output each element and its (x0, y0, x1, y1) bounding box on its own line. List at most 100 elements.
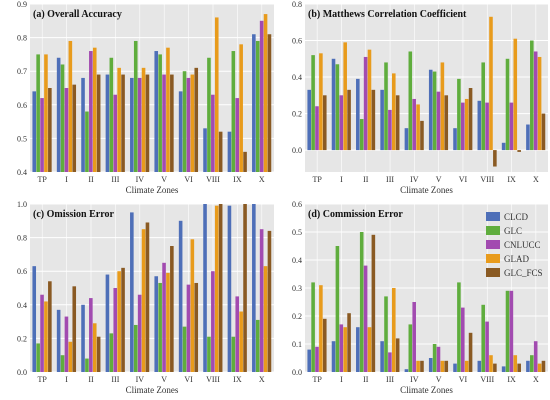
x-tick-label: IX (507, 175, 516, 184)
x-tick-label: IX (507, 375, 516, 384)
y-tick-label: 0.2 (17, 334, 27, 343)
bar-cnlucc (461, 307, 465, 372)
bar-cnlucc (533, 341, 538, 372)
bar-glc-fcs (194, 67, 199, 172)
bar-glc-fcs (72, 84, 77, 172)
y-tick-label: 0.4 (17, 301, 27, 310)
bar-glad (263, 14, 268, 172)
bar-glc (359, 232, 364, 372)
bar-glc (231, 51, 236, 172)
bar-glc-fcs (145, 74, 150, 172)
bar-glc (530, 355, 534, 372)
bar-cnlucc (461, 102, 465, 151)
legend-entry: CNLUCC (504, 240, 541, 250)
y-tick-label: 0.9 (17, 0, 27, 9)
bar-glad (68, 40, 73, 173)
x-tick-label: III (111, 175, 119, 184)
y-tick-label: 0.6 (17, 101, 27, 110)
bar-glc-fcs (267, 230, 272, 372)
x-tick-label: II (88, 375, 94, 384)
bar-glad (343, 327, 347, 372)
x-tick-label: X (533, 375, 539, 384)
bar-cnlucc (412, 98, 416, 151)
bar-clcd (501, 142, 506, 151)
bar-clcd (428, 69, 433, 151)
legend-swatch (486, 240, 500, 249)
bar-clcd (178, 220, 183, 372)
bar-glc-fcs (145, 222, 150, 372)
bar-clcd (404, 128, 409, 151)
y-tick-label: 0.2 (292, 110, 302, 119)
bar-glc-fcs (493, 150, 497, 167)
bar-cnlucc (259, 229, 264, 372)
x-tick-label: TP (38, 375, 48, 384)
bar-glc (231, 336, 236, 372)
bar-glad (117, 271, 121, 372)
bar-cnlucc (64, 88, 69, 172)
bar-glc (335, 246, 340, 372)
bar-glc (432, 344, 437, 372)
bar-cnlucc (137, 77, 142, 172)
bar-glc-fcs (322, 95, 327, 151)
legend-entry: GLC (504, 226, 522, 236)
bar-clcd (81, 304, 85, 372)
bar-glc (60, 355, 65, 372)
legend: CLCD GLC CNLUCC GLAD GLC_FCS (486, 212, 543, 278)
chart-panel-2: 0.00.20.40.60.81.0TP I II III IV V VI VIII IX XCl… (17, 200, 274, 395)
bar-glc (311, 282, 315, 372)
bar-glc (60, 64, 65, 172)
bar-glad (391, 288, 396, 372)
x-tick-label: X (533, 175, 539, 184)
bar-clcd (130, 212, 134, 372)
bar-clcd (307, 89, 312, 151)
bar-glad (537, 363, 542, 372)
bar-cnlucc (485, 321, 489, 372)
bar-glc-fcs (420, 120, 424, 151)
bar-glc (207, 57, 211, 173)
bar-clcd (105, 274, 110, 372)
bar-glc (133, 324, 138, 372)
bar-cnlucc (64, 316, 69, 372)
bar-cnlucc (186, 284, 191, 372)
bar-glc-fcs (444, 95, 449, 151)
bar-glad (464, 98, 469, 151)
bar-glad (141, 67, 146, 172)
bar-glc (457, 282, 461, 372)
bar-glad (319, 53, 323, 151)
bar-glc (133, 40, 138, 173)
bar-glc-fcs (218, 131, 223, 172)
bar-clcd (428, 358, 433, 372)
bar-glc-fcs (170, 246, 174, 372)
x-tick-label: II (363, 375, 369, 384)
bar-glc (207, 336, 211, 372)
bar-glc-fcs (322, 318, 327, 372)
bar-glc-fcs (493, 363, 497, 372)
bar-glc-fcs (395, 95, 400, 151)
y-tick-label: 0.1 (292, 340, 302, 349)
x-tick-label: VI (184, 375, 193, 384)
x-tick-label: X (259, 375, 265, 384)
y-tick-label: 0.5 (292, 228, 302, 237)
y-tick-label: 1.0 (17, 200, 27, 209)
bar-glad (214, 205, 219, 372)
bar-cnlucc (315, 106, 319, 151)
bar-glc-fcs (121, 74, 125, 172)
bar-clcd (453, 363, 457, 372)
bar-glc (158, 282, 162, 372)
bar-glc (384, 62, 388, 151)
bar-cnlucc (436, 346, 441, 372)
bar-clcd (380, 89, 384, 151)
bar-cnlucc (211, 94, 215, 172)
bar-glc-fcs (243, 204, 247, 372)
bar-clcd (356, 78, 360, 151)
y-tick-label: 0.0 (292, 368, 302, 377)
bar-clcd (453, 128, 457, 151)
bar-clcd (252, 204, 256, 372)
x-tick-label: IV (410, 375, 419, 384)
bar-cnlucc (509, 102, 514, 151)
legend-swatch (486, 268, 500, 277)
x-tick-label: TP (38, 175, 48, 184)
bar-glc-fcs (96, 336, 101, 372)
bar-glad (190, 74, 195, 172)
bar-clcd (178, 91, 183, 172)
